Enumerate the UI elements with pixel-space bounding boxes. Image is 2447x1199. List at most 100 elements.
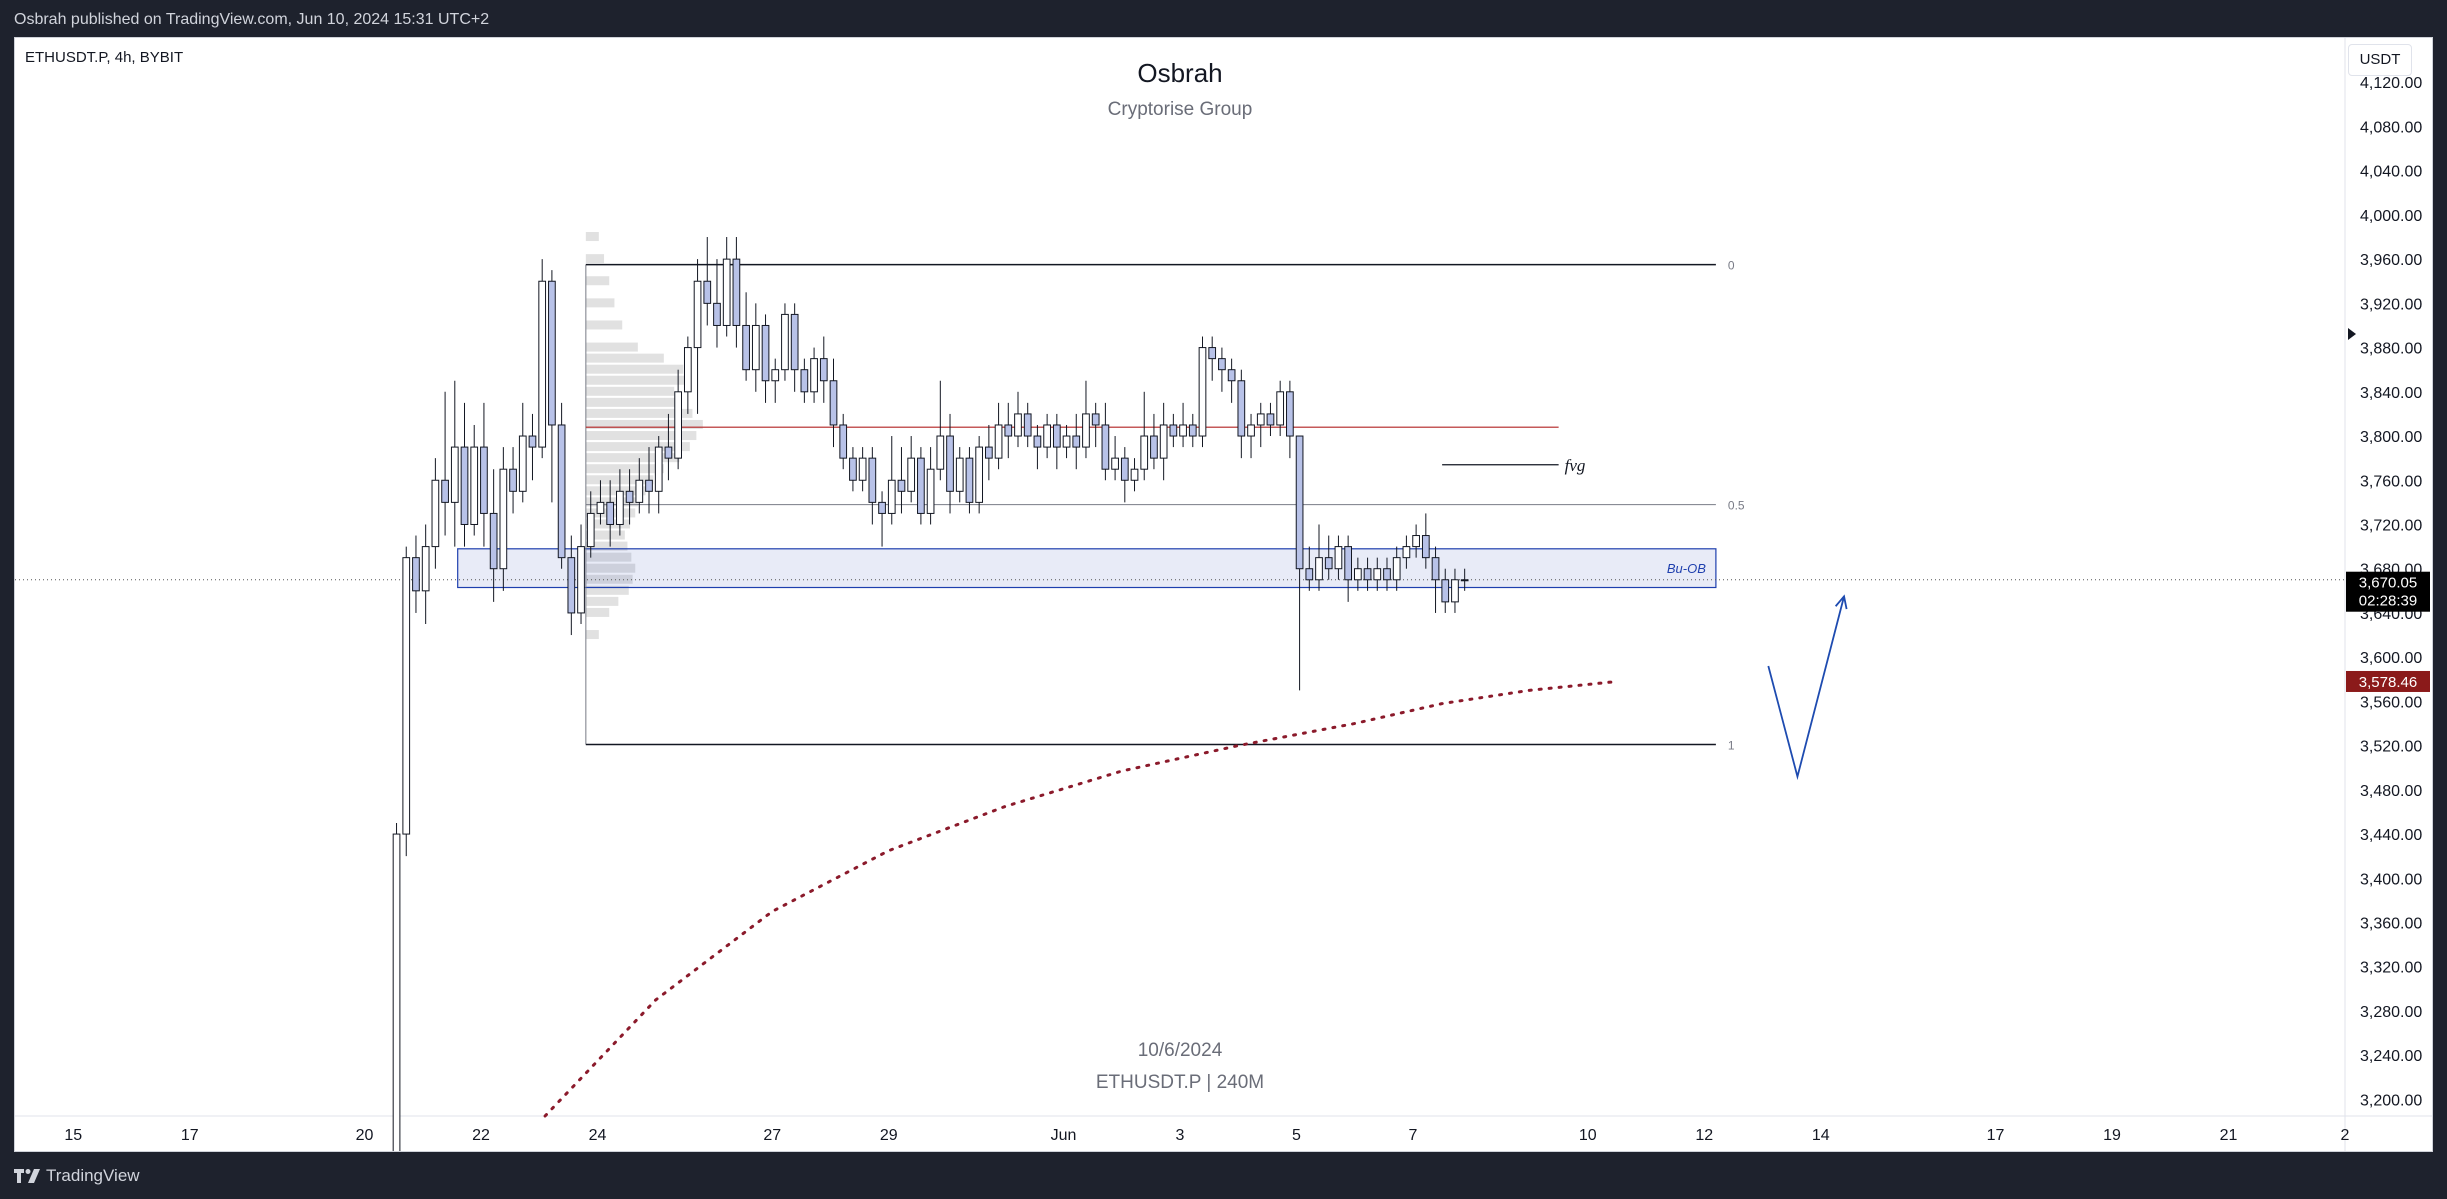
volume-profile-bar bbox=[585, 596, 619, 606]
candle-body bbox=[1324, 557, 1333, 570]
candle-body bbox=[1421, 535, 1430, 559]
candle-body bbox=[392, 833, 401, 1151]
price-tick-label: 3,360.00 bbox=[2360, 916, 2422, 933]
price-tick-label: 3,400.00 bbox=[2360, 871, 2422, 888]
volume-profile-bar bbox=[585, 397, 677, 407]
fib-level-label: 1 bbox=[1728, 739, 1735, 753]
candle-body bbox=[421, 546, 430, 592]
candle-body bbox=[1169, 424, 1178, 437]
time-tick-label: 5 bbox=[1292, 1127, 1301, 1144]
volume-profile-bar bbox=[585, 541, 628, 551]
candle-body bbox=[625, 490, 634, 503]
time-tick-label: 12 bbox=[1695, 1127, 1713, 1144]
candle-body bbox=[460, 446, 469, 525]
candle-body bbox=[528, 435, 537, 448]
order-block-label: Bu-OB bbox=[1667, 561, 1706, 576]
price-tick-label: 3,840.00 bbox=[2360, 385, 2422, 402]
candle-body bbox=[596, 501, 605, 514]
candle-body bbox=[810, 358, 818, 393]
published-text: Osbrah published on TradingView.com, Jun… bbox=[14, 11, 490, 28]
candle-body bbox=[1353, 568, 1362, 581]
volume-profile-bar bbox=[585, 276, 610, 286]
candle-body bbox=[450, 446, 459, 503]
candle-body bbox=[635, 479, 644, 503]
candle-body bbox=[1004, 424, 1013, 437]
candle-body bbox=[722, 258, 731, 326]
price-tick-label: 3,440.00 bbox=[2360, 827, 2422, 844]
volume-profile-bar bbox=[585, 342, 638, 352]
price-tick-label: 3,920.00 bbox=[2360, 296, 2422, 313]
candle-body bbox=[480, 446, 488, 514]
candle-body bbox=[509, 468, 517, 492]
tradingview-logo[interactable]: TradingView bbox=[14, 1166, 140, 1186]
candle-body bbox=[955, 457, 964, 492]
candle-body bbox=[732, 258, 741, 326]
candle-body bbox=[499, 468, 508, 570]
candle-body bbox=[470, 446, 479, 525]
fvg-label: fvg bbox=[1565, 456, 1586, 475]
time-tick-label: 17 bbox=[1987, 1127, 2005, 1144]
price-tick-label: 4,000.00 bbox=[2360, 208, 2422, 225]
candle-body bbox=[586, 512, 595, 548]
candle-body bbox=[402, 557, 411, 835]
projection-arrowhead bbox=[1834, 594, 1848, 610]
volume-profile-bar bbox=[585, 585, 629, 595]
volume-profile-bar bbox=[585, 419, 703, 429]
candle-body bbox=[917, 457, 925, 514]
price-tick-label: 4,120.00 bbox=[2360, 75, 2422, 92]
candle-body bbox=[887, 479, 896, 514]
time-tick-label: 2 bbox=[2341, 1127, 2350, 1144]
footer-bar: TradingView bbox=[0, 1152, 2447, 1199]
fib-level-label: 0 bbox=[1728, 259, 1735, 273]
candle-body bbox=[985, 446, 993, 459]
candle-body bbox=[790, 313, 799, 371]
watermark-symbol: ETHUSDT.P | 240M bbox=[1095, 1072, 1265, 1093]
candle-body bbox=[975, 446, 984, 503]
candle-body bbox=[674, 391, 682, 459]
candle-body bbox=[849, 457, 857, 481]
price-axis-marker-icon bbox=[2348, 328, 2356, 340]
volume-profile-bar bbox=[585, 375, 690, 385]
price-tick-label: 3,960.00 bbox=[2360, 252, 2422, 269]
current-price-tag bbox=[2346, 571, 2430, 612]
volume-profile-bar bbox=[585, 464, 664, 474]
volume-profile-bar bbox=[585, 530, 625, 540]
candle-body bbox=[577, 546, 585, 614]
price-tick-label: 3,600.00 bbox=[2360, 650, 2422, 667]
chart-pane[interactable]: 4,120.00 4,080.00 4,040.00 4,000.00 3,960.00… bbox=[14, 37, 2433, 1152]
projection-path bbox=[1767, 596, 1845, 781]
volume-profile-bar bbox=[585, 386, 675, 396]
moving-average-line bbox=[543, 679, 1619, 1118]
volume-profile-bar bbox=[585, 320, 623, 330]
candle-body bbox=[1460, 579, 1469, 582]
volume-profile-bar bbox=[585, 353, 664, 363]
candle-body bbox=[1188, 424, 1197, 437]
candle-body bbox=[800, 369, 809, 393]
candle-body bbox=[1014, 413, 1022, 437]
candle-body bbox=[1159, 424, 1168, 459]
candle-body bbox=[1120, 457, 1129, 481]
candle-body bbox=[1198, 347, 1207, 437]
candle-body bbox=[742, 324, 750, 371]
volume-profile-bar bbox=[585, 408, 693, 418]
volume-profile-bar bbox=[585, 552, 632, 562]
candle-body bbox=[567, 557, 576, 614]
candle-body bbox=[771, 369, 780, 382]
candle-body bbox=[441, 479, 449, 503]
candle-body bbox=[761, 324, 770, 382]
ma-price-tag bbox=[2346, 670, 2430, 692]
candle-body bbox=[1208, 347, 1217, 360]
volume-profile-bar bbox=[585, 298, 615, 308]
candle-body bbox=[683, 347, 692, 393]
order-block-zone bbox=[457, 548, 1717, 589]
candle-body bbox=[781, 313, 789, 371]
candle-body bbox=[1237, 380, 1246, 437]
currency-button[interactable]: USDT bbox=[2348, 44, 2412, 76]
candle-body bbox=[1373, 568, 1382, 581]
price-tick-label: 4,040.00 bbox=[2360, 164, 2422, 181]
time-tick-label: 19 bbox=[2103, 1127, 2121, 1144]
candle-body bbox=[1451, 579, 1459, 603]
price-chart[interactable]: 4,120.00 4,080.00 4,040.00 4,000.00 3,960.00… bbox=[15, 38, 2433, 1152]
candle-body bbox=[518, 435, 527, 492]
candle-body bbox=[878, 501, 886, 514]
